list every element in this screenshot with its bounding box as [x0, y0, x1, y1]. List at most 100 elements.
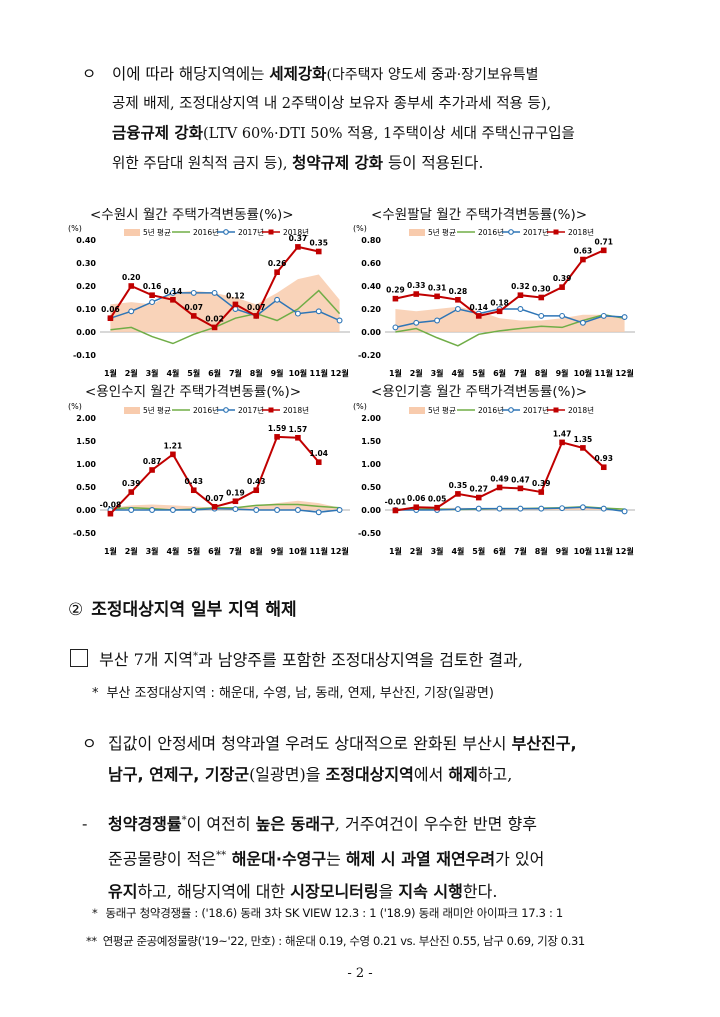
series-line-2016년 — [110, 503, 340, 511]
x-tick-label: 10월 — [574, 546, 593, 556]
data-label-2018: 0.26 — [268, 259, 287, 268]
x-tick-label: 3월 — [431, 368, 444, 378]
data-label-2018: 0.28 — [449, 287, 468, 296]
note2: * 동래구 청약경쟁률 : ('18.6) 동래 3차 SK VIEW 12.3 … — [92, 906, 563, 920]
x-tick-label: 8월 — [535, 546, 548, 556]
point-2018 — [274, 269, 280, 275]
y-tick-label: 1.50 — [76, 437, 96, 446]
point-2018 — [496, 484, 503, 491]
point-2018 — [315, 459, 322, 465]
legend-marker — [223, 407, 229, 413]
para1-line2: 공제 배제, 조정대상지역 내 2주택이상 보유자 종부세 추가과세 적용 등)… — [112, 96, 552, 112]
point-2018 — [517, 485, 524, 492]
legend-marker — [553, 229, 559, 235]
point-2017 — [434, 317, 441, 324]
point-2018 — [232, 498, 239, 505]
chart-paldal: (%) 5년 평균 2016년 2017년 2018년 0.80 0.60 0.40 0.20 0… — [353, 224, 635, 378]
y-tick-label: 0.40 — [361, 282, 381, 291]
data-label-2018: 0.43 — [247, 477, 266, 486]
point-2018 — [211, 503, 218, 510]
checkbox-square-icon — [70, 649, 88, 668]
data-label-2018: 0.30 — [532, 285, 551, 294]
x-tick-label: 5월 — [187, 546, 200, 556]
x-tick-label: 5월 — [187, 368, 200, 378]
series-line-2016년 — [110, 289, 341, 345]
para3-line2: 남구, 연제구, 기장군(일광면)을 조정대상지역에서 해제하고, — [108, 765, 513, 784]
para1-line3: 금융규제 강화(LTV 60%·DTI 50% 적용, 1주택이상 세대 주택신… — [112, 124, 575, 142]
data-label-2018: 0.35 — [449, 481, 468, 490]
data-label-2018: 0.06 — [101, 305, 120, 314]
legend-label: 5년 평균 — [143, 405, 171, 415]
para4: - 청약경쟁률*이 여전히 높은 동래구, 거주여건이 우수한 반면 향후 준공물… — [82, 805, 682, 908]
point-2017 — [579, 504, 586, 511]
legend-label: 2018년 — [283, 405, 309, 415]
legend-swatch — [409, 407, 425, 414]
y-tick-label: 1.50 — [361, 437, 381, 446]
point-2017 — [169, 289, 176, 296]
data-label-2018: 1.04 — [309, 449, 328, 458]
x-tick-label: 8월 — [250, 546, 263, 556]
point-2018 — [538, 489, 545, 495]
point-2018 — [413, 504, 420, 511]
legend-label: 2018년 — [568, 405, 594, 415]
chart-title-paldal: <수원팔달 월간 주택가격변동률(%)> — [371, 207, 588, 223]
point-2018 — [211, 324, 218, 331]
point-2017 — [454, 306, 461, 312]
point-2017 — [475, 505, 482, 512]
data-label-2018: 0.37 — [289, 234, 308, 243]
data-label-2018: 0.33 — [407, 281, 426, 290]
series-line-2017년 — [395, 506, 625, 513]
point-2018 — [413, 291, 420, 297]
point-2018 — [434, 293, 440, 300]
data-label-2018: 0.71 — [594, 237, 613, 246]
data-label-2018: 0.32 — [511, 282, 530, 291]
y-tick-label: -0.10 — [73, 351, 96, 360]
point-2018 — [253, 487, 260, 494]
point-2018 — [559, 284, 565, 290]
x-tick-label: 11월 — [595, 368, 614, 378]
data-label-2018: 0.02 — [205, 314, 224, 323]
data-label-2018: 1.59 — [268, 424, 287, 433]
x-tick-label: 3월 — [146, 368, 159, 378]
x-tick-label: 10월 — [289, 368, 308, 378]
data-label-2018: 0.07 — [205, 494, 224, 503]
point-2018 — [170, 297, 176, 303]
unit-label: (%) — [353, 402, 367, 411]
point-2017 — [579, 319, 586, 326]
y-tick-label: 0.20 — [361, 305, 381, 314]
y-tick-label: 0.50 — [361, 483, 381, 492]
x-tick-label: 12월 — [330, 368, 349, 378]
para3: ㅇ 집값이 안정세며 청약과열 우려도 상대적으로 완화된 부산시 부산진구, 남… — [82, 728, 682, 790]
para1: ㅇ 이에 따라 해당지역에는 세제강화(다주택자 양도세 중과·장기보유특별 공제… — [82, 60, 682, 179]
y-tick-label: 0.00 — [361, 506, 381, 515]
x-tick-label: 1월 — [104, 546, 117, 556]
y-tick-label: 0.30 — [76, 259, 96, 268]
data-label-2018: 0.12 — [226, 291, 245, 300]
point-2018 — [232, 301, 239, 308]
point-2017 — [600, 312, 607, 319]
point-2017 — [336, 317, 343, 324]
x-tick-label: 6월 — [208, 546, 221, 556]
point-2017 — [336, 507, 343, 513]
data-label-2018: 0.87 — [143, 457, 162, 466]
point-2018 — [392, 295, 399, 302]
section2-heading: ② 조정대상지역 일부 지역 해제 — [68, 595, 297, 620]
point-2017 — [600, 505, 607, 512]
chart-suwon: (%) 5년 평균 2016년 2017년 2018년 0.40 0.30 0.20 0.10 0… — [68, 224, 350, 378]
point-2017 — [190, 289, 197, 296]
x-tick-label: 4월 — [166, 368, 179, 378]
point-2017 — [392, 324, 399, 331]
data-label-2018: 0.31 — [428, 283, 447, 292]
legend-swatch — [124, 407, 140, 414]
point-2018 — [559, 439, 565, 446]
point-2017 — [413, 319, 420, 326]
data-label-2018: 1.47 — [553, 429, 572, 438]
y-tick-label: 0.00 — [361, 328, 381, 337]
y-tick-label: 1.00 — [76, 460, 96, 469]
point-2017 — [211, 289, 218, 296]
data-label-2018: 0.93 — [594, 454, 613, 463]
data-label-2018: 1.35 — [574, 435, 593, 444]
point-2017 — [315, 308, 322, 315]
legend-label: 5년 평균 — [428, 227, 456, 237]
chart-giheung: (%) 5년 평균 2016년 2017년 2018년 2.00 1.50 1.00 0.50 0… — [353, 402, 635, 556]
